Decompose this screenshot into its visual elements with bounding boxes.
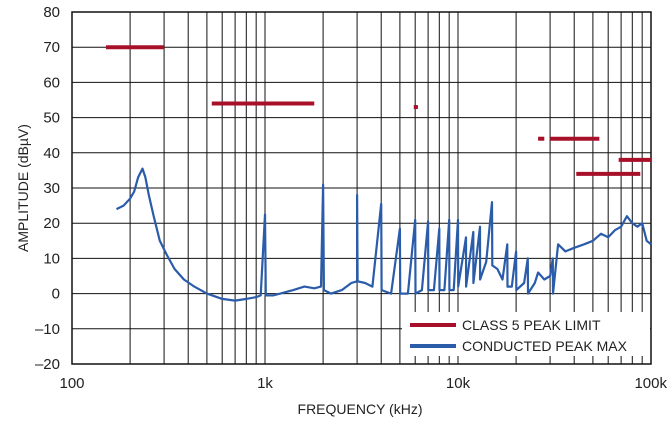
- y-tick-label: 0: [52, 286, 60, 303]
- x-tick-label: 100: [59, 375, 84, 392]
- measured-trace: [116, 167, 652, 302]
- y-tick-label: 80: [43, 4, 60, 21]
- y-tick-label: –20: [35, 356, 60, 373]
- x-tick-label: 100k: [634, 375, 667, 392]
- legend-measured-label: CONDUCTED PEAK MAX: [462, 338, 628, 354]
- y-tick-label: 10: [43, 250, 60, 267]
- y-tick-label: 30: [43, 180, 60, 197]
- y-tick-label: 50: [43, 110, 60, 127]
- plot-frame: [71, 11, 652, 365]
- x-axis-title: FREQUENCY (kHz): [298, 401, 423, 417]
- legend-limit-label: CLASS 5 PEAK LIMIT: [462, 317, 601, 333]
- y-axis-title: AMPLITUDE (dBµV): [15, 124, 31, 252]
- y-tick-labels: 80 70 60 50 40 30 20 10 0 –10 –20: [35, 4, 60, 373]
- measured-series: [116, 167, 652, 302]
- legend-box: [402, 312, 650, 356]
- legend: CLASS 5 PEAK LIMIT CONDUCTED PEAK MAX: [402, 312, 650, 356]
- x-tick-label: 10k: [446, 375, 471, 392]
- limit-series: [105, 45, 651, 176]
- x-tick-label: 1k: [257, 375, 273, 392]
- grid: [71, 11, 652, 365]
- y-tick-label: 70: [43, 39, 60, 56]
- y-tick-label: 40: [43, 145, 60, 162]
- y-tick-label: 20: [43, 215, 60, 232]
- x-tick-labels: 100 1k 10k 100k: [59, 375, 667, 392]
- y-tick-label: 60: [43, 74, 60, 91]
- y-tick-label: –10: [35, 321, 60, 338]
